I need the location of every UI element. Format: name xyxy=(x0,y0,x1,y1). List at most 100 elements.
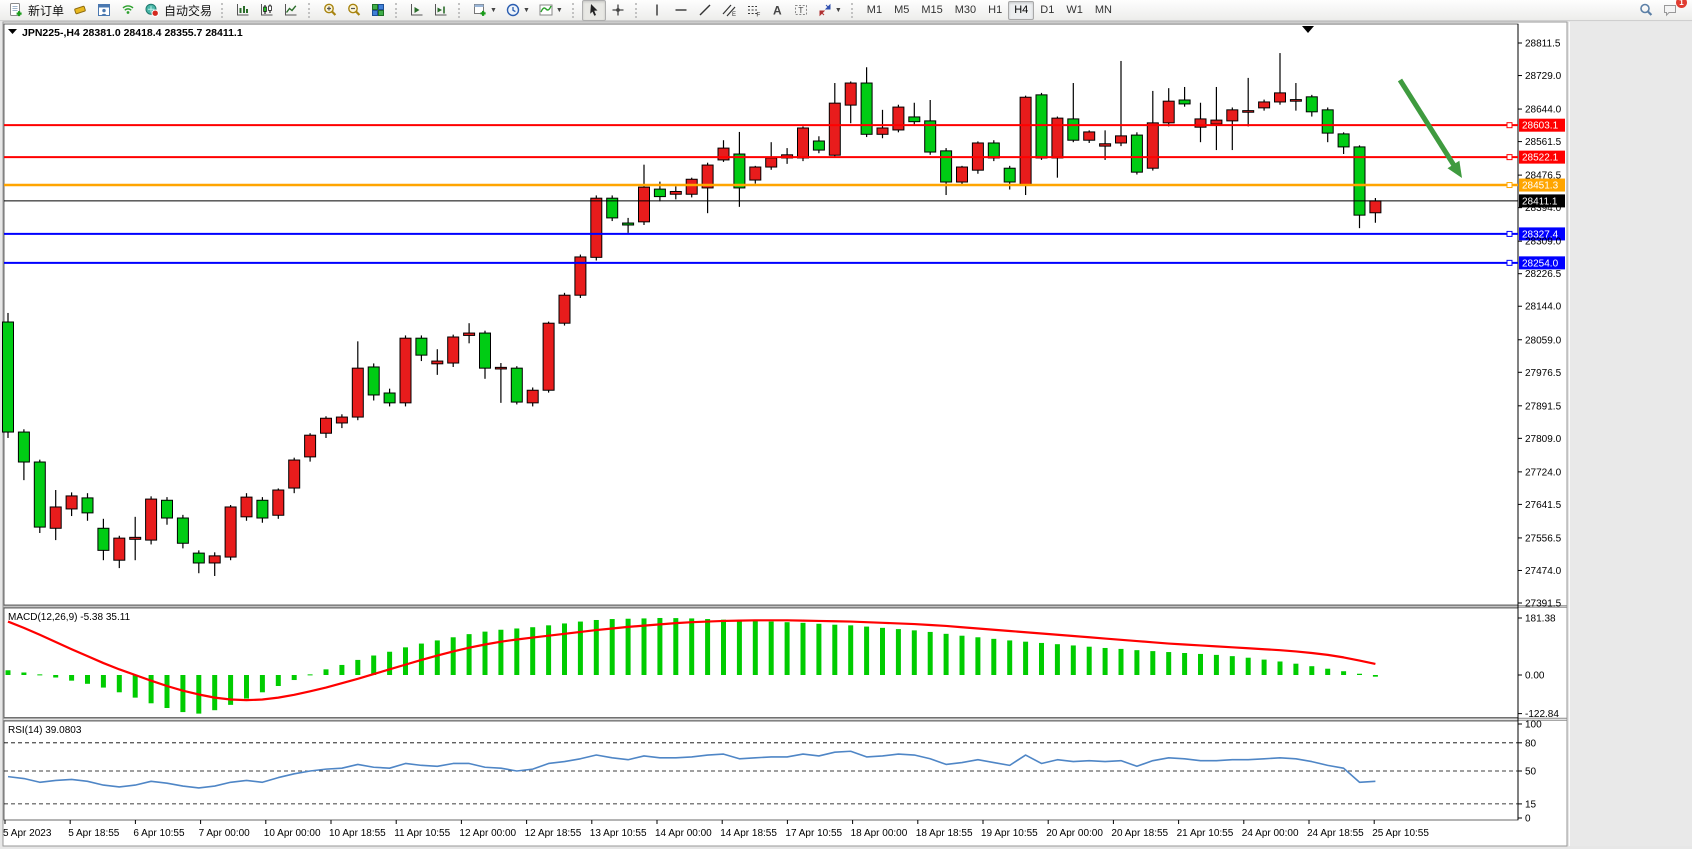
new-chart-icon xyxy=(474,4,486,16)
text-button[interactable]: A xyxy=(765,0,789,21)
arrows-button[interactable]: ▼ xyxy=(813,0,846,21)
candle-body xyxy=(304,434,317,458)
horizontal-line-icon xyxy=(675,9,687,11)
candle-body xyxy=(1242,110,1255,113)
text-label-button[interactable]: T xyxy=(789,0,813,21)
timeframe-m30[interactable]: M30 xyxy=(954,3,977,16)
candle-body xyxy=(1162,100,1175,124)
candle-body xyxy=(1130,134,1143,173)
chart-menu-caret-icon xyxy=(8,29,17,34)
candle-body xyxy=(638,186,650,223)
timeframe-d1[interactable]: D1 xyxy=(1040,3,1055,16)
svg-text:80: 80 xyxy=(1525,738,1537,749)
timeframe-mn[interactable]: MN xyxy=(1094,3,1112,16)
candle-body xyxy=(129,536,142,540)
candle-body xyxy=(765,157,778,168)
candle-body xyxy=(510,367,523,403)
candle-body xyxy=(208,555,221,564)
candle-body xyxy=(463,332,476,336)
trend-arrow-annotation[interactable] xyxy=(1397,78,1462,178)
period-button[interactable]: ▼ xyxy=(501,0,534,21)
chat-button[interactable]: 1 xyxy=(1658,0,1687,21)
hline-handle[interactable] xyxy=(1506,122,1513,129)
brush-icon xyxy=(74,5,86,15)
brush-button[interactable] xyxy=(68,0,92,21)
candle-body xyxy=(1321,109,1334,134)
autotrading-button[interactable]: 自动交易 xyxy=(140,0,216,21)
chart-shift-button[interactable] xyxy=(429,0,453,21)
dropdown-caret-icon[interactable]: ▼ xyxy=(834,6,842,14)
candle-body xyxy=(1337,133,1350,148)
fibonacci-button[interactable]: F xyxy=(741,0,765,21)
svg-text:28226.5: 28226.5 xyxy=(1525,269,1562,280)
candle-body xyxy=(749,166,762,181)
market-watch-button[interactable] xyxy=(92,0,116,21)
search-button[interactable] xyxy=(1634,0,1658,21)
line-chart-icon xyxy=(285,4,297,16)
hline-handle[interactable] xyxy=(1506,230,1513,237)
toolbar-separator xyxy=(571,2,578,18)
signals-button[interactable] xyxy=(116,0,140,21)
timeframe-m15[interactable]: M15 xyxy=(921,3,943,16)
svg-text:27556.5: 27556.5 xyxy=(1525,533,1562,544)
candle-body xyxy=(65,495,78,510)
svg-text:27724.0: 27724.0 xyxy=(1525,467,1562,478)
dropdown-caret-icon[interactable]: ▼ xyxy=(522,6,530,14)
indicators-button[interactable]: ▼ xyxy=(534,0,567,21)
candle-body xyxy=(606,197,619,219)
candle-body xyxy=(479,332,491,369)
candle-body xyxy=(733,153,746,189)
hline-handle[interactable] xyxy=(1506,182,1513,189)
candle-body xyxy=(1146,122,1159,169)
bar-chart-button[interactable] xyxy=(231,0,255,21)
candle-body xyxy=(797,127,809,159)
candle-body xyxy=(335,416,348,424)
new-chart-button[interactable]: ▼ xyxy=(468,0,501,21)
crosshair-button[interactable] xyxy=(606,0,630,21)
svg-text:T: T xyxy=(798,5,803,15)
candle-body xyxy=(176,517,189,544)
chart-window[interactable]: 28603.1 28522.1 28451.3 28411.1 28327.4 28254… xyxy=(0,21,1692,849)
timeframe-m1[interactable]: M1 xyxy=(866,3,883,16)
fibonacci-icon: F xyxy=(747,6,760,18)
button-label: 新订单 xyxy=(28,3,65,18)
cursor-button[interactable] xyxy=(581,0,606,21)
candle-body xyxy=(1035,94,1048,159)
zoom-in-button[interactable] xyxy=(318,0,342,21)
vertical-line-button[interactable] xyxy=(645,0,669,21)
candle-body xyxy=(701,164,714,189)
crosshair-icon xyxy=(612,4,624,16)
new-order-button[interactable]: 新订单 xyxy=(4,0,68,21)
svg-text:27891.5: 27891.5 xyxy=(1525,401,1562,412)
timeframe-h1[interactable]: H1 xyxy=(988,3,1003,16)
svg-text:25 Apr 10:55: 25 Apr 10:55 xyxy=(1372,828,1429,839)
svg-text:20 Apr 00:00: 20 Apr 00:00 xyxy=(1046,828,1103,839)
svg-text:12 Apr 18:55: 12 Apr 18:55 xyxy=(525,828,582,839)
dropdown-caret-icon[interactable]: ▼ xyxy=(490,6,497,14)
auto-scroll-button[interactable] xyxy=(405,0,429,21)
text-label-icon: T xyxy=(794,5,807,15)
zoom-out-button[interactable] xyxy=(342,0,366,21)
candle-body xyxy=(1051,117,1064,159)
hline-handle[interactable] xyxy=(1506,154,1513,161)
timeframe-m5[interactable]: M5 xyxy=(894,3,910,16)
timeframe-w1[interactable]: W1 xyxy=(1066,3,1083,16)
line-chart-button[interactable] xyxy=(279,0,303,21)
chart-canvas[interactable]: 28603.1 28522.1 28451.3 28411.1 28327.4 28254… xyxy=(0,21,1692,849)
tile-windows-button[interactable] xyxy=(366,0,390,21)
svg-text:28522.1: 28522.1 xyxy=(1522,153,1559,164)
hline-handle[interactable] xyxy=(1506,259,1513,266)
candlestick-chart-button[interactable] xyxy=(255,0,279,21)
candle-body xyxy=(399,337,412,404)
candle-body xyxy=(669,190,682,195)
svg-text:17 Apr 10:55: 17 Apr 10:55 xyxy=(785,828,842,839)
channel-button[interactable]: E xyxy=(717,0,741,21)
trendline-button[interactable] xyxy=(693,0,717,21)
timeframe-h4[interactable]: H4 xyxy=(1008,0,1035,20)
svg-text:12 Apr 00:00: 12 Apr 00:00 xyxy=(459,828,516,839)
dropdown-caret-icon[interactable]: ▼ xyxy=(555,6,563,14)
candle-body xyxy=(494,366,507,370)
candle-body xyxy=(892,106,905,131)
horizontal-line-button[interactable] xyxy=(669,0,693,21)
svg-text:28811.5: 28811.5 xyxy=(1525,39,1561,50)
